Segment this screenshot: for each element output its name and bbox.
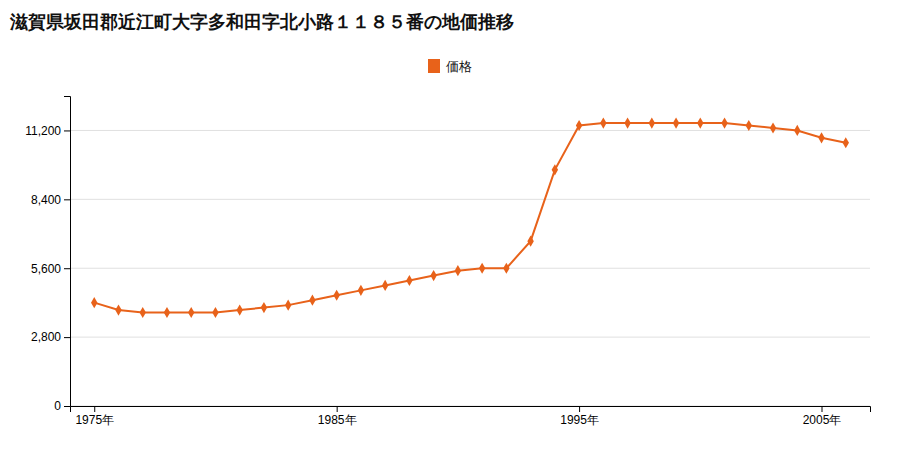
marker [697,117,703,128]
x-axis: 1975年 1985年 1995年 2005年 [71,406,871,427]
marker [794,125,800,136]
x-tick-line [94,406,95,412]
marker [333,290,339,301]
x-tick-label: 1985年 [318,413,357,427]
y-tick: 11,200 [25,124,70,138]
y-tick-line [64,199,70,200]
marker [261,302,267,313]
marker [624,117,630,128]
marker [115,304,121,315]
marker [188,307,194,318]
marks [91,117,849,318]
x-tick-label: 1995年 [560,413,599,427]
legend-item: 価格 [428,59,472,74]
grid-line [70,130,870,131]
x-tick: 1995年 [560,406,599,427]
x-tick-label: 2005年 [803,413,842,427]
x-tick: 2005年 [803,406,842,427]
marker [649,117,655,128]
y-tick: 8,400 [31,193,70,207]
plot: 1975年 1985年 1995年 2005年 0 2,800 5,600 8,400 11,2… [25,97,870,427]
marker [600,117,606,128]
marker [164,307,170,318]
x-tick-line [579,406,580,412]
x-tick-line [337,406,338,412]
marker [843,137,849,148]
marker [479,263,485,274]
y-tick-line [64,406,70,407]
marker [527,236,533,247]
legend: 価格 [428,59,472,74]
x-axis-line [71,407,871,413]
y-tick-label: 0 [54,399,61,413]
marker [503,263,509,274]
x-tick-line [822,406,823,412]
marker [212,307,218,318]
x-tick: 1975年 [75,406,114,427]
marker [406,275,412,286]
title: 滋賀県坂田郡近江町大字多和田字北小路１１８５番の地価推移 [9,11,514,32]
marker [673,117,679,128]
marker [236,304,242,315]
chart: 滋賀県坂田郡近江町大字多和田字北小路１１８５番の地価推移1975年1985年19… [0,0,900,450]
y-tick-line [64,130,70,131]
y-tick-label: 11,200 [25,124,61,138]
marker [770,122,776,133]
y-axis-line [64,97,71,407]
legend-swatch [428,59,440,73]
y-tick-label: 2,800 [31,330,61,344]
marker [140,307,146,318]
y-tick-line [64,337,70,338]
y-tick-line [64,268,70,269]
marker [576,120,582,131]
y-tick-label: 8,400 [31,193,61,207]
marker [818,132,824,143]
marker [746,120,752,131]
y-axis: 0 2,800 5,600 8,400 11,200 [25,97,70,414]
marker [382,280,388,291]
marker [309,295,315,306]
grid-line [70,337,870,338]
y-tick: 2,800 [31,330,70,344]
x-tick: 1985年 [318,406,357,427]
marker [430,270,436,281]
grid [70,130,870,406]
marker [91,297,97,308]
grid-line [70,199,870,200]
line [94,123,846,312]
marker [285,300,291,311]
y-tick: 5,600 [31,262,70,276]
y-tick-label: 5,600 [31,262,61,276]
y-tick: 0 [54,399,70,413]
legend-label: 価格 [446,59,472,74]
marker [552,164,558,175]
marker [721,117,727,128]
marker [455,265,461,276]
x-tick-label: 1975年 [75,413,114,427]
marker [358,285,364,296]
